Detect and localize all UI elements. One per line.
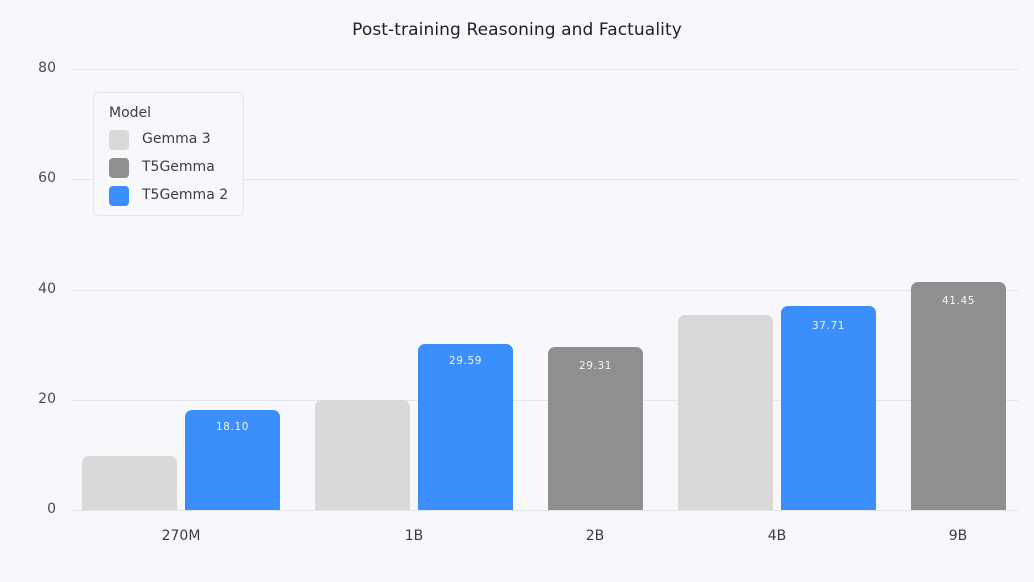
gridline-40: [71, 290, 1018, 291]
bar-value-label: 41.45: [941, 295, 976, 307]
legend-swatch: [109, 186, 129, 206]
x-tick-270m: 270M: [161, 528, 201, 544]
y-tick-40: 40: [38, 281, 56, 297]
bar-9b-t5gemma: 41.45: [911, 282, 1006, 510]
gridline-20: [71, 400, 1018, 401]
x-tick-9b: 9B: [948, 528, 968, 544]
gridline-80: [71, 69, 1018, 70]
legend-label: Gemma 3: [142, 131, 211, 147]
legend-title: Model: [109, 105, 152, 121]
legend-item-t5gemma2[interactable]: T5Gemma 2: [109, 186, 239, 206]
bar-2b-t5gemma: 29.31: [548, 347, 643, 510]
bar-value-label: 29.59: [448, 355, 483, 367]
gridline-0: [71, 510, 1018, 511]
legend-item-gemma3[interactable]: Gemma 3: [109, 130, 239, 150]
chart-title: Post-training Reasoning and Factuality: [352, 20, 682, 40]
bar-value-label: 29.31: [578, 360, 613, 372]
bar-270m-gemma3: [82, 456, 177, 510]
legend-swatch: [109, 158, 129, 178]
bar-4b-gemma3: [678, 315, 773, 510]
legend-label: T5Gemma 2: [142, 187, 229, 203]
legend: Model Gemma 3 T5Gemma T5Gemma 2: [93, 92, 244, 216]
bar-1b-gemma3: [315, 400, 410, 510]
y-tick-20: 20: [38, 391, 56, 407]
legend-item-t5gemma[interactable]: T5Gemma: [109, 158, 239, 178]
bar-value-label: 37.71: [811, 320, 846, 332]
bar-1b-t5gemma2: 29.59: [418, 344, 513, 510]
y-tick-0: 0: [47, 501, 56, 517]
y-tick-80: 80: [38, 60, 56, 76]
bar-value-label: 18.10: [215, 421, 250, 433]
legend-swatch: [109, 130, 129, 150]
x-tick-1b: 1B: [404, 528, 424, 544]
bar-4b-t5gemma2: 37.71: [781, 306, 876, 510]
bar-270m-t5gemma2: 18.10: [185, 410, 280, 510]
legend-label: T5Gemma: [142, 159, 215, 175]
y-tick-60: 60: [38, 170, 56, 186]
x-tick-4b: 4B: [767, 528, 787, 544]
gridline-60: [71, 179, 1018, 180]
x-tick-2b: 2B: [585, 528, 605, 544]
